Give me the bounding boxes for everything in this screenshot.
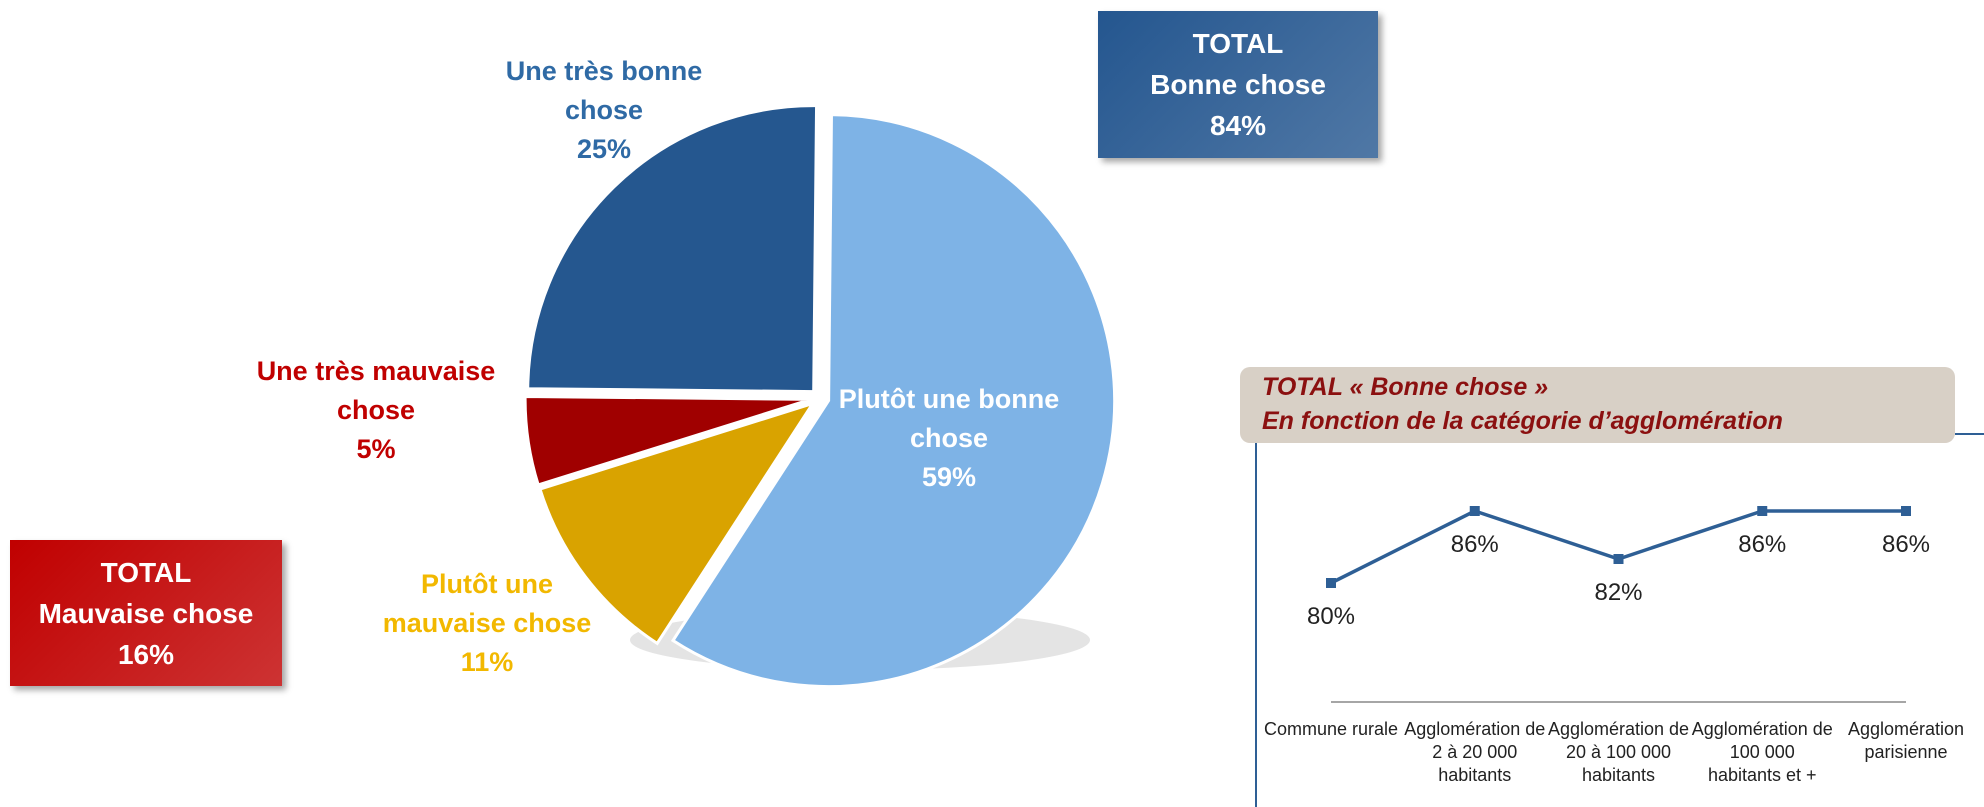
x-tick-label: Agglomération de 100 000 habitants et +: [1691, 719, 1833, 785]
value-label: 86%: [1738, 531, 1787, 558]
value-label: 86%: [1450, 531, 1499, 558]
total-title: TOTAL: [100, 556, 192, 588]
total-text: Bonne chose: [1150, 69, 1326, 100]
pie-slice: [670, 113, 1117, 689]
line-point: [1901, 506, 1911, 516]
total-title: TOTAL: [1192, 28, 1284, 59]
slice-label: Plutôt une bonne chose 59%: [834, 380, 1064, 497]
slice-value: 25%: [576, 134, 632, 164]
slice-name: Plutôt une mauvaise chose: [382, 569, 592, 638]
slice-label: Une très mauvaise chose 5%: [256, 352, 496, 469]
x-tick-label: Agglomération de 20 à 100 000 habitants: [1547, 719, 1690, 785]
x-tick-label: Commune rurale: [1263, 719, 1399, 739]
line-subtitle: En fonction de la catégorie d’agglomérat…: [1262, 407, 1783, 435]
value-label: 82%: [1594, 579, 1643, 606]
panel-header: [1240, 367, 1955, 443]
slice-name: Une très bonne chose: [505, 56, 703, 125]
line-point: [1613, 554, 1624, 564]
slice-label: Plutôt une mauvaise chose 11%: [367, 565, 607, 682]
line-point: [1757, 506, 1768, 516]
total-value: 16%: [117, 638, 175, 670]
slice-label: Une très bonne chose 25%: [479, 52, 729, 169]
line-point: [1469, 506, 1480, 516]
slice-name: Une très mauvaise chose: [256, 356, 496, 425]
slice-value: 59%: [921, 462, 977, 492]
slice-name: Plutôt une bonne chose: [838, 384, 1060, 453]
line-series: [1330, 509, 1906, 585]
line-point: [1326, 578, 1336, 588]
total-box: TOTAL Mauvaise chose 16%: [10, 540, 282, 686]
total-box: TOTAL Bonne chose 84%: [1098, 11, 1378, 158]
slice-value: 11%: [460, 647, 514, 677]
value-label: 86%: [1881, 531, 1931, 558]
total-value: 84%: [1209, 110, 1267, 141]
slice-value: 5%: [356, 434, 396, 464]
pie-slice: [538, 400, 817, 646]
value-label: 80%: [1306, 603, 1356, 630]
pie-slice: [523, 394, 812, 487]
panel-title: TOTAL « Bonne chose » En fonction de la …: [1262, 370, 1783, 438]
total-text: Mauvaise chose: [38, 597, 254, 629]
line-title: TOTAL « Bonne chose »: [1262, 373, 1549, 401]
x-tick-label: Agglomération de 2 à 20 000 habitants: [1404, 719, 1546, 785]
pie-slice: [526, 104, 819, 394]
x-tick-label: Agglomération parisienne: [1847, 719, 1965, 762]
